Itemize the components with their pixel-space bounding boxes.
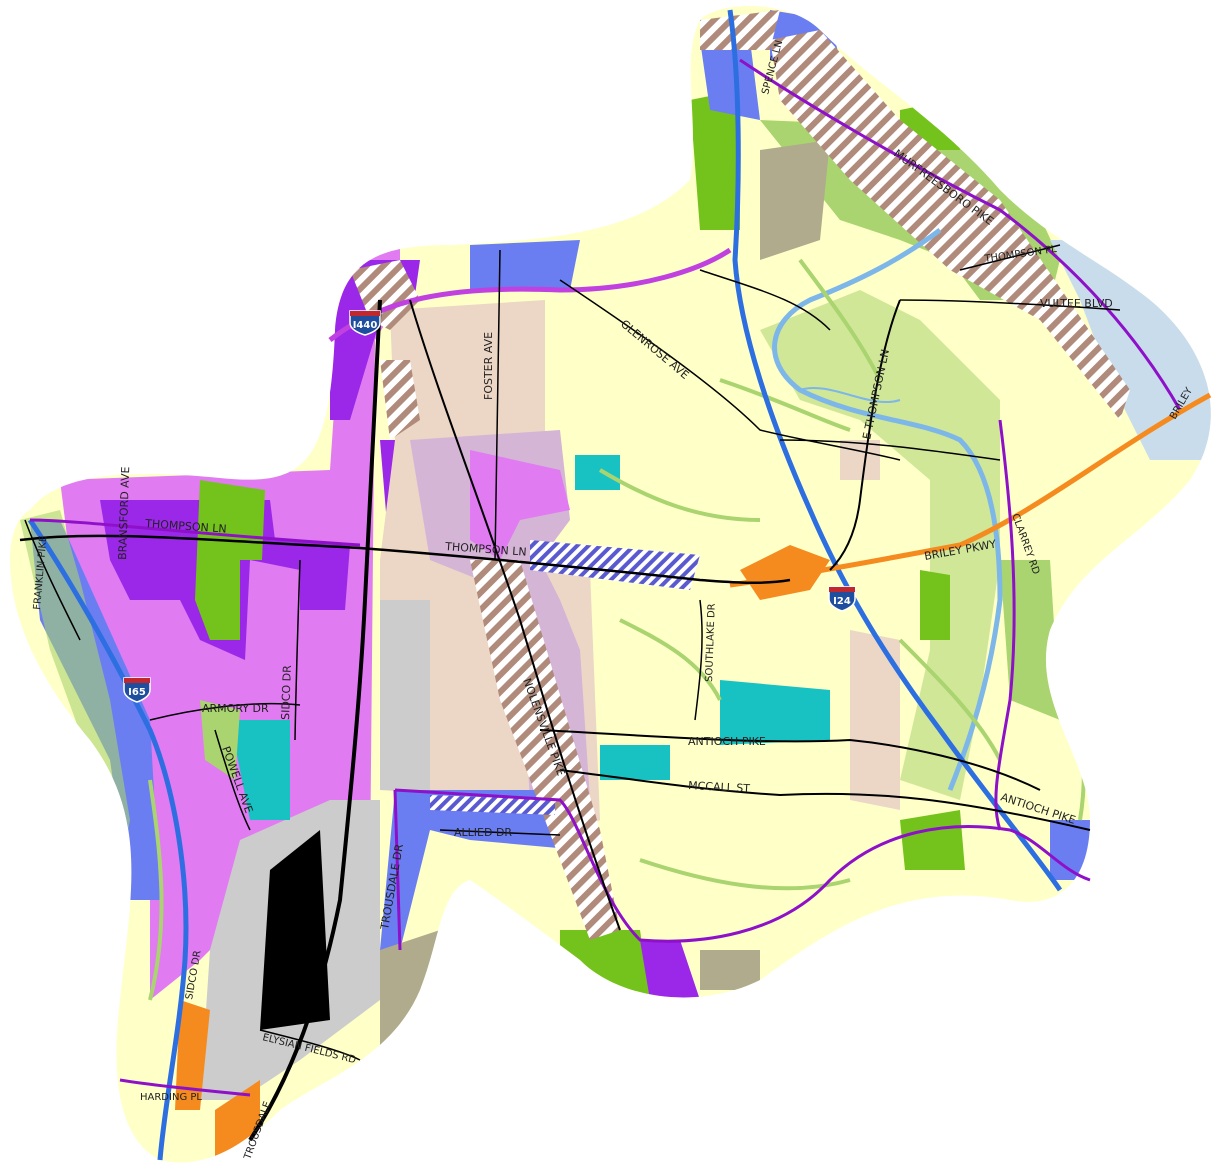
olive-south [380,930,440,1050]
park-east-se [900,810,965,870]
briley-orange [729,392,1212,588]
sidco-dr [294,559,301,741]
tan-east [840,440,880,480]
hatch-nolensville [470,560,620,940]
label-mccall-st: MCCALL ST [688,779,751,795]
i65-label: I65 [128,687,146,698]
commercial-se [1050,820,1090,880]
thompson-ln [19,534,791,584]
glenrose-ave [559,279,901,461]
rail-corridor [248,299,382,1142]
franklin-pike [24,519,81,641]
park-west-1 [195,480,265,640]
elysian-fields [259,1029,361,1061]
park-south [560,930,650,1000]
river-green-band [760,290,1000,800]
harding-purple [119,1078,251,1097]
murfreesboro-purple [739,58,1182,411]
allied-dr [439,829,561,836]
mccall-st [559,769,1091,831]
tan-se [850,630,900,810]
industrial-south [640,940,700,1000]
e-thompson-ln [829,299,901,571]
i24-shield: I24 [828,586,856,612]
commercial-south-center [380,790,580,950]
hatch-ne-corner [700,10,780,50]
olive-south-2 [700,950,760,990]
cyan-center-2 [600,745,670,780]
powell-ave [214,729,251,831]
hatch-north-center [380,360,420,440]
commercial-north [470,240,580,290]
park-ne [690,90,740,230]
nolensville-pike [409,299,621,931]
green-armory [200,700,240,780]
vultee-blvd [899,299,1121,311]
label-harding-pl: HARDING PL [140,1092,202,1103]
hatch-allied [430,795,555,815]
label-foster-ave: FOSTER AVE [482,332,495,400]
cyan-west [230,720,290,820]
east-link [779,439,1001,461]
i24 [727,9,1063,892]
i65-shield: I65 [123,677,151,703]
orange-interchange [740,545,830,600]
label-antioch-pike-w: ANTIOCH PIKE [688,735,766,748]
commercial-ne [700,40,760,120]
i24-label: I24 [833,596,851,607]
i65 [27,518,189,1161]
roads [19,9,1212,1161]
creek-east-thin [799,387,901,403]
hatch-murfreesboro [770,30,1130,420]
rail-yard-core [260,830,330,1030]
label-armory-dr: ARMORY DR [202,702,269,715]
east-purple [994,419,1016,831]
olive-ne [760,140,830,260]
hatch-thompson-blue [530,540,700,590]
creek-east [772,227,1003,791]
label-southlake-dr: SOUTHLAKE DR [704,603,718,682]
armory-dr [149,702,301,721]
southlake-dr [694,599,703,721]
i440-shield: I440 [349,310,381,336]
north-link [699,269,831,331]
foster-ave [494,249,501,561]
i440-label: I440 [353,320,378,331]
cyan-center [720,680,830,745]
label-allied-dr: ALLIED DR [454,826,512,839]
label-thompson-ln-c: THOMPSON LN [444,540,527,559]
thompson-purple [29,518,361,547]
label-sidco-dr: SIDCO DR [279,665,294,720]
thompson-pl [959,244,1061,271]
orange-south [175,1000,210,1110]
antioch-pike [539,729,1041,791]
gray-rail-south [380,600,430,790]
label-vultee-blvd: VULTEE BLVD [1040,297,1113,310]
cyan-pond [575,455,620,490]
label-bransford-ave: BRANSFORD AVE [116,466,132,560]
park-east-mid [920,570,950,640]
label-thompson-ln-w: THOMPSON LN [144,517,227,536]
